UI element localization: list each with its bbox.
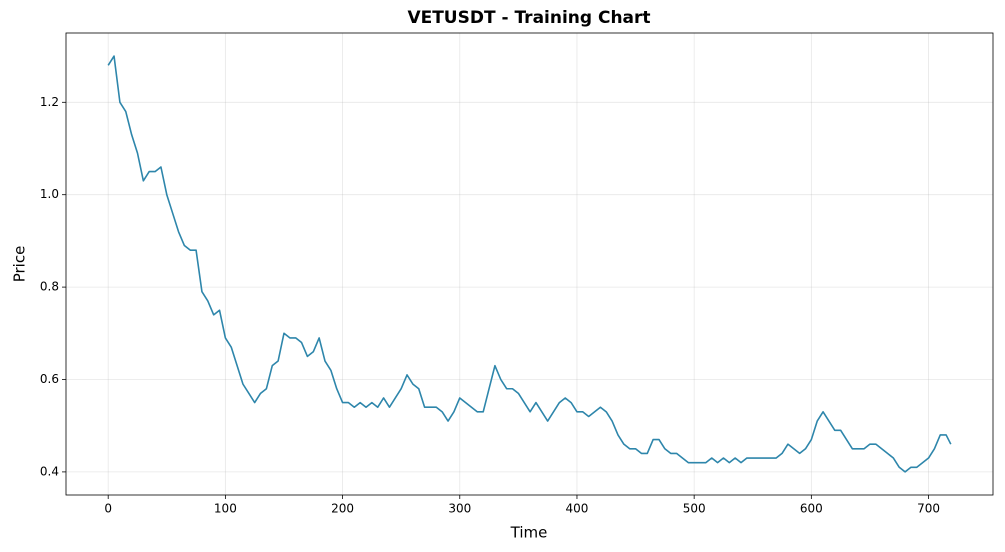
y-tick-label: 0.8 xyxy=(40,280,59,294)
chart-title: VETUSDT - Training Chart xyxy=(407,8,650,28)
x-tick-label: 700 xyxy=(917,502,940,516)
y-tick-label: 0.6 xyxy=(40,372,59,386)
y-axis-label: Price xyxy=(11,246,29,283)
y-tick-label: 1.0 xyxy=(40,187,59,201)
x-tick-label: 300 xyxy=(448,502,471,516)
y-tick-label: 0.4 xyxy=(40,464,59,478)
x-tick-label: 600 xyxy=(800,502,823,516)
x-tick-label: 0 xyxy=(104,502,112,516)
plot-frame xyxy=(65,32,994,496)
x-tick-label: 500 xyxy=(683,502,706,516)
x-tick-label: 200 xyxy=(331,502,354,516)
price-line xyxy=(107,55,952,473)
y-tick-label: 1.2 xyxy=(40,95,59,109)
x-axis-label: Time xyxy=(510,524,548,542)
x-tick-label: 400 xyxy=(566,502,589,516)
x-tick-label: 100 xyxy=(214,502,237,516)
